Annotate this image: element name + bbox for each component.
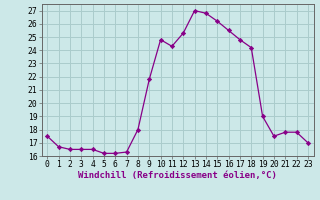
X-axis label: Windchill (Refroidissement éolien,°C): Windchill (Refroidissement éolien,°C) (78, 171, 277, 180)
